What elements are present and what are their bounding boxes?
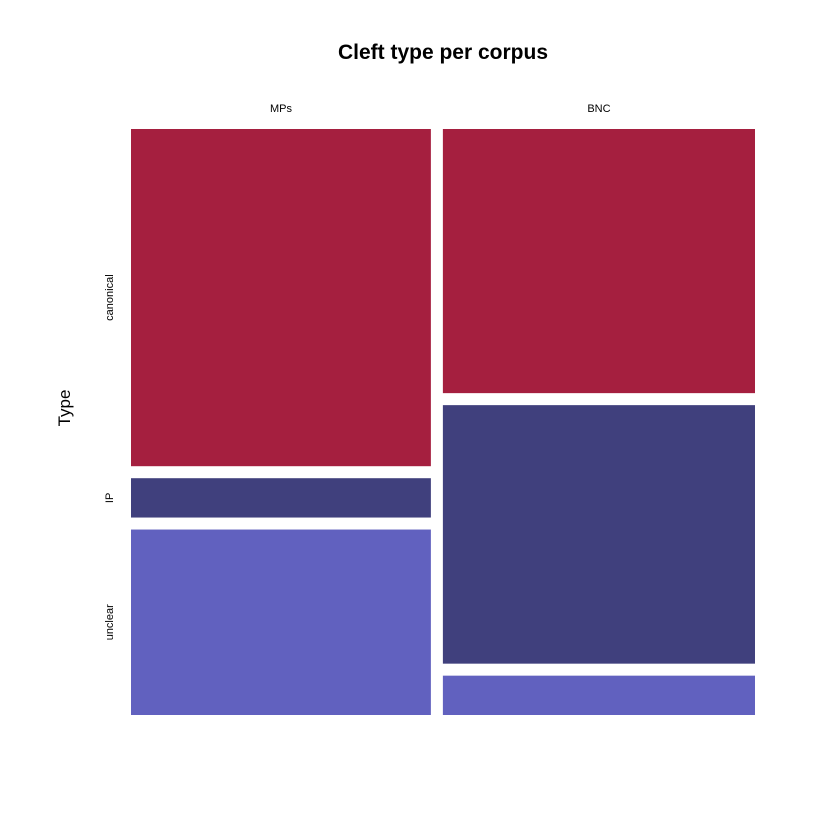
column-label: MPs — [270, 103, 293, 115]
mosaic-tile — [131, 529, 431, 715]
column-label: BNC — [587, 103, 610, 115]
mosaic-tile — [442, 129, 755, 394]
column-labels: MPs BNC — [270, 103, 611, 115]
mosaic-tiles — [131, 129, 755, 715]
mosaic-tile — [442, 405, 755, 664]
chart-title: Cleft type per corpus — [338, 41, 548, 64]
mosaic-tile — [131, 478, 431, 518]
row-labels: canonical IP unclear — [104, 274, 116, 640]
row-label: unclear — [104, 604, 116, 640]
mosaic-tile — [131, 129, 431, 467]
row-label: IP — [104, 493, 116, 503]
row-label: canonical — [104, 274, 116, 320]
mosaic-tile — [442, 675, 755, 715]
y-axis-label: Type — [55, 390, 74, 427]
